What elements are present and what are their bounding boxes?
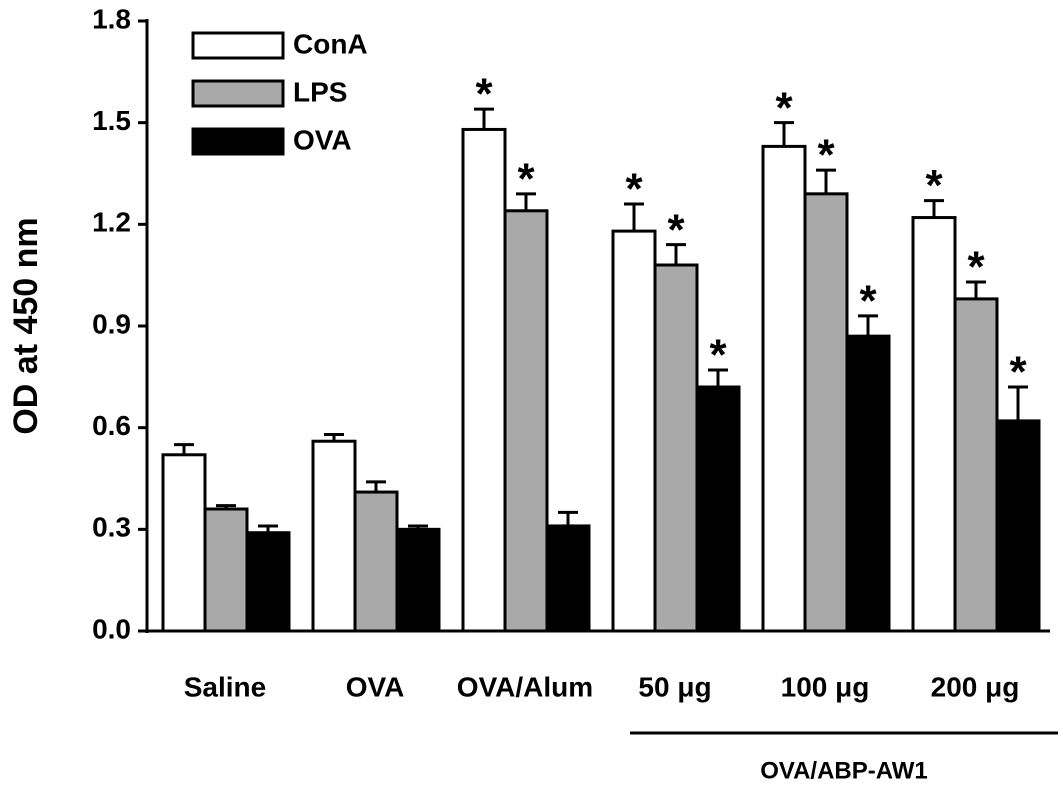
- bar: [353, 490, 399, 633]
- significance-mark: *: [517, 154, 535, 203]
- y-tick-label: 1.2: [92, 207, 131, 238]
- significance-mark: *: [925, 161, 943, 210]
- legend-label: OVA: [293, 124, 352, 155]
- bar: [653, 263, 699, 633]
- bar: [761, 144, 807, 633]
- bar: [611, 229, 657, 633]
- significance-mark: *: [859, 276, 877, 325]
- group-label: OVA/ABP-AW1: [760, 757, 928, 784]
- bar: [695, 385, 741, 633]
- significance-mark: *: [625, 165, 643, 214]
- significance-mark: *: [817, 131, 835, 180]
- legend-swatch: [191, 79, 285, 108]
- x-tick-label: OVA/Alum: [457, 671, 593, 702]
- bar: [803, 192, 849, 633]
- bar: [545, 524, 591, 633]
- y-tick-label: 1.8: [92, 3, 131, 34]
- bar: [245, 531, 291, 633]
- legend-swatch: [191, 31, 285, 60]
- bar: [503, 209, 549, 633]
- y-axis-label: OD at 450 nm: [7, 217, 45, 434]
- bar: [395, 527, 441, 633]
- x-tick-label: 200 μg: [931, 671, 1020, 702]
- x-tick-label: 50 μg: [638, 671, 711, 702]
- x-tick-label: OVA: [346, 671, 405, 702]
- bar: [311, 439, 357, 633]
- x-tick-label: Saline: [184, 671, 266, 702]
- bar: [461, 127, 507, 633]
- x-tick-label: 100 μg: [781, 671, 870, 702]
- bar: [161, 453, 207, 633]
- bar: [911, 216, 957, 633]
- significance-mark: *: [475, 70, 493, 119]
- y-tick-label: 1.5: [92, 105, 131, 136]
- y-tick-label: 0.9: [92, 308, 131, 339]
- legend-swatch: [191, 127, 285, 156]
- significance-mark: *: [709, 331, 727, 380]
- legend-label: LPS: [293, 76, 347, 107]
- significance-mark: *: [667, 205, 685, 254]
- significance-mark: *: [967, 243, 985, 292]
- significance-mark: *: [775, 83, 793, 132]
- bar: [995, 419, 1041, 633]
- bar: [845, 334, 891, 633]
- y-tick-label: 0.6: [92, 410, 131, 441]
- legend-label: ConA: [293, 28, 368, 59]
- significance-mark: *: [1009, 348, 1027, 397]
- y-tick-label: 0.3: [92, 512, 131, 543]
- bar: [953, 297, 999, 633]
- bar: [203, 507, 249, 633]
- y-tick-label: 0.0: [92, 613, 131, 644]
